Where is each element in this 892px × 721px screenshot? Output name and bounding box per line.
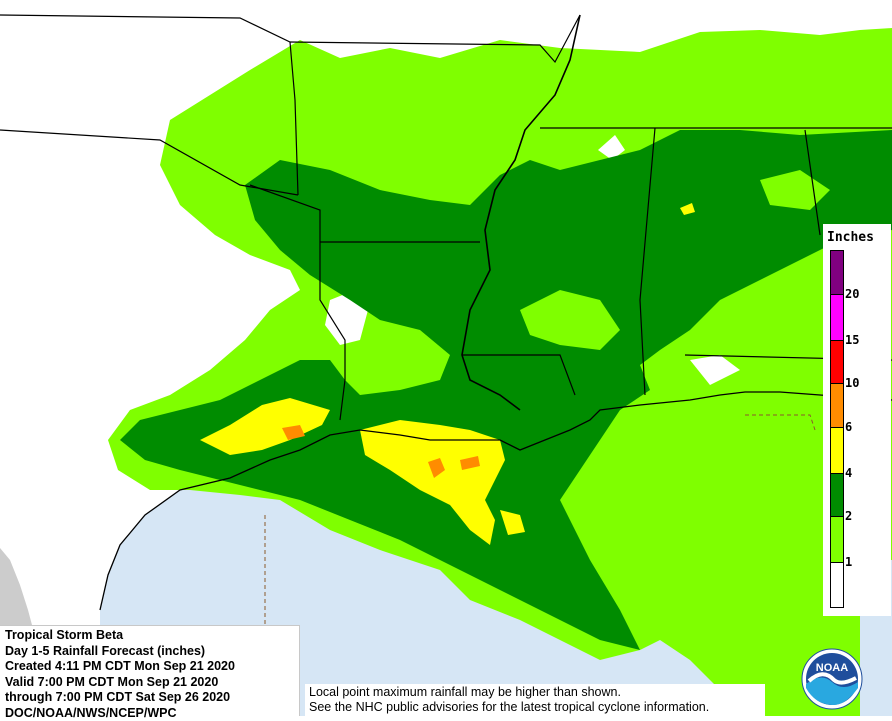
legend-swatch-7 bbox=[830, 294, 844, 341]
disclaimer-line-2: See the NHC public advisories for the la… bbox=[309, 700, 765, 715]
legend-title: Inches bbox=[827, 230, 874, 245]
legend-swatch-4 bbox=[830, 427, 844, 474]
noaa-logo: NOAA bbox=[801, 648, 863, 710]
legend-swatch-1 bbox=[830, 562, 844, 608]
forecast-info-box: Tropical Storm Beta Day 1-5 Rainfall For… bbox=[0, 625, 300, 716]
legend-tick-15: 15 bbox=[845, 333, 859, 347]
disclaimer-line-1: Local point maximum rainfall may be high… bbox=[309, 685, 765, 700]
disclaimer-box: Local point maximum rainfall may be high… bbox=[305, 684, 765, 716]
legend-tick-6: 6 bbox=[845, 420, 852, 434]
legend-swatch-2 bbox=[830, 516, 844, 563]
legend: Inches 1 2 4 6 10 15 20 bbox=[823, 224, 891, 616]
created-time: Created 4:11 PM CDT Mon Sep 21 2020 bbox=[5, 659, 299, 675]
legend-tick-1: 1 bbox=[845, 555, 852, 569]
storm-name: Tropical Storm Beta bbox=[5, 628, 299, 644]
agency-credit: DOC/NOAA/NWS/NCEP/WPC bbox=[5, 706, 299, 721]
valid-end-time: through 7:00 PM CDT Sat Sep 26 2020 bbox=[5, 690, 299, 706]
legend-tick-20: 20 bbox=[845, 287, 859, 301]
legend-tick-10: 10 bbox=[845, 376, 859, 390]
legend-swatch-5 bbox=[830, 383, 844, 428]
legend-swatch-3 bbox=[830, 473, 844, 517]
legend-swatch-8 bbox=[830, 250, 844, 295]
legend-swatch-6 bbox=[830, 340, 844, 384]
forecast-title: Day 1-5 Rainfall Forecast (inches) bbox=[5, 644, 299, 660]
noaa-logo-text: NOAA bbox=[816, 662, 848, 674]
legend-tick-2: 2 bbox=[845, 509, 852, 523]
legend-tick-4: 4 bbox=[845, 466, 852, 480]
valid-start-time: Valid 7:00 PM CDT Mon Sep 21 2020 bbox=[5, 675, 299, 691]
